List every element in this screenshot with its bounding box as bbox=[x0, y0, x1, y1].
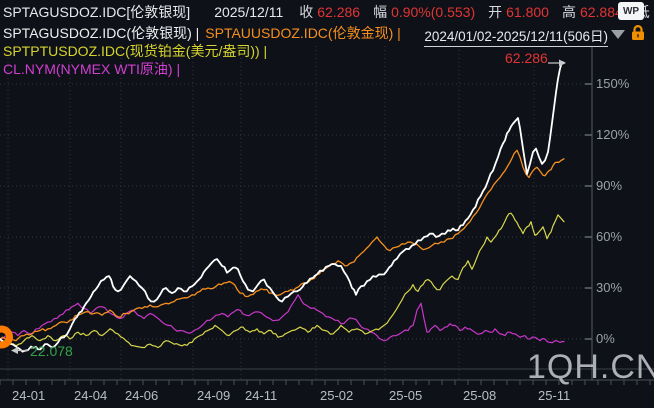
y-axis-tick-label: 120% bbox=[596, 127, 630, 142]
chevron-down-icon[interactable] bbox=[611, 30, 625, 39]
y-axis-tick-label: 30% bbox=[596, 280, 623, 295]
watermark: 1QH.CN bbox=[527, 348, 654, 386]
x-axis-tick-label: 25-08 bbox=[463, 388, 497, 403]
max-value-annotation: 62.286 bbox=[505, 50, 548, 66]
x-axis-tick-label: 24-11 bbox=[245, 388, 278, 403]
legend-row-1: SPTAGUSDOZ.IDC(伦敦银现) | SPTAUUSDOZ.IDC(伦敦金… bbox=[3, 23, 401, 43]
min-value-annotation: 22.078 bbox=[30, 343, 73, 359]
x-axis-tick-label: 24-01 bbox=[12, 388, 46, 403]
wps-widget-icon[interactable]: WP bbox=[618, 2, 644, 20]
lock-icon[interactable] bbox=[630, 24, 646, 41]
date-range-selector[interactable]: 2024/01/02-2025/12/11(506日) bbox=[424, 25, 608, 47]
field-close: 收 62.286 bbox=[299, 2, 360, 22]
legend-row-3: CL.NYM(NYMEX WTI原油) | bbox=[3, 59, 180, 79]
field-close-value: 62.286 bbox=[317, 4, 361, 20]
x-axis-tick-label: 24-06 bbox=[125, 388, 159, 403]
field-change-value: 0.90%(0.553) bbox=[391, 4, 476, 20]
field-close-label: 收 bbox=[299, 4, 314, 20]
quote-bar: SPTAGUSDOZ.IDC[伦敦银现] 2025/12/11 收 62.286 … bbox=[3, 2, 654, 22]
x-axis-tick-label: 24-09 bbox=[197, 388, 231, 403]
y-axis-tick-label: 0% bbox=[596, 331, 615, 346]
field-high: 高 62.884 bbox=[562, 2, 623, 22]
legend-item-silver[interactable]: SPTAGUSDOZ.IDC(伦敦银现) | bbox=[3, 25, 200, 41]
x-axis-tick-label: 25-02 bbox=[320, 388, 354, 403]
legend-item-gold[interactable]: SPTAUUSDOZ.IDC(伦敦金现) | bbox=[205, 25, 401, 41]
x-axis-tick-label: 25-05 bbox=[389, 388, 423, 403]
y-axis-tick-label: 60% bbox=[596, 229, 623, 244]
field-open-value: 61.800 bbox=[506, 4, 549, 20]
x-axis-tick-label: 25-11 bbox=[538, 388, 571, 403]
legend-item-wti[interactable]: CL.NYM(NYMEX WTI原油) | bbox=[3, 61, 181, 77]
field-open-label: 开 bbox=[488, 4, 503, 20]
symbol-title[interactable]: SPTAGUSDOZ.IDC[伦敦银现] bbox=[3, 4, 191, 20]
y-axis-tick-label: 150% bbox=[596, 76, 630, 91]
field-high-value: 62.884 bbox=[579, 4, 623, 20]
field-open: 开 61.800 bbox=[488, 2, 549, 22]
y-axis-tick-label: 90% bbox=[596, 178, 623, 193]
field-change-label: 幅 bbox=[373, 4, 388, 20]
field-high-label: 高 bbox=[561, 4, 576, 20]
quote-date: 2025/12/11 bbox=[214, 4, 284, 20]
legend-item-platinum[interactable]: SPTPTUSDOZ.IDC(现货铂金(美元/盎司)) | bbox=[3, 43, 268, 59]
field-change: 幅 0.90%(0.553) bbox=[373, 2, 475, 22]
x-axis-tick-label: 24-04 bbox=[74, 388, 108, 403]
legend-row-2: SPTPTUSDOZ.IDC(现货铂金(美元/盎司)) | bbox=[3, 41, 267, 61]
